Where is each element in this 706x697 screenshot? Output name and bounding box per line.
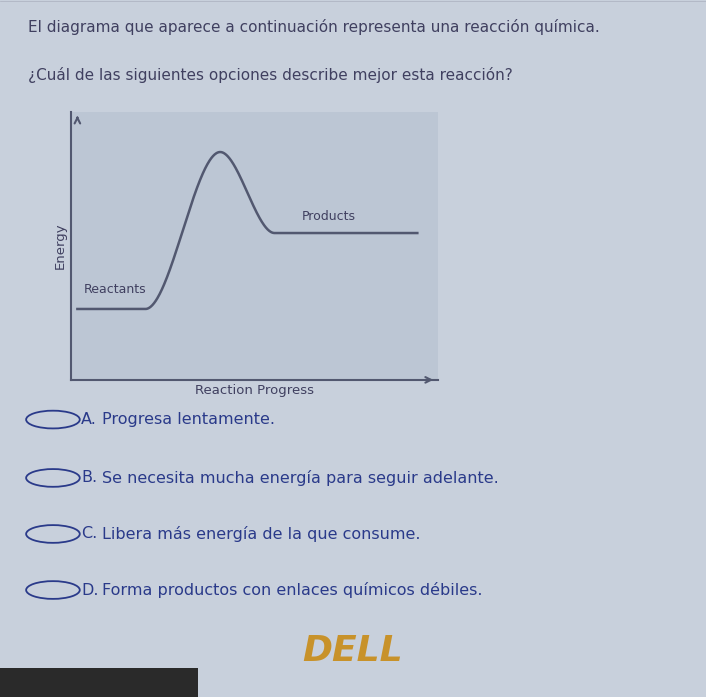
X-axis label: Reaction Progress: Reaction Progress [195,384,313,397]
Text: DELL: DELL [303,634,403,668]
Text: Products: Products [301,210,356,223]
Text: A.: A. [81,412,97,427]
Text: Forma productos con enlaces químicos débiles.: Forma productos con enlaces químicos déb… [102,582,483,598]
Text: ¿Cuál de las siguientes opciones describe mejor esta reacción?: ¿Cuál de las siguientes opciones describ… [28,67,513,83]
Text: Progresa lentamente.: Progresa lentamente. [102,412,275,427]
Text: Libera más energía de la que consume.: Libera más energía de la que consume. [102,526,421,542]
Bar [0,668,198,697]
Text: C.: C. [81,526,97,542]
Text: Se necesita mucha energía para seguir adelante.: Se necesita mucha energía para seguir ad… [102,470,499,486]
Text: Reactants: Reactants [84,283,147,296]
Text: B.: B. [81,470,97,485]
Y-axis label: Energy: Energy [54,222,66,269]
Text: D.: D. [81,583,99,597]
Text: El diagrama que aparece a continuación representa una reacción química.: El diagrama que aparece a continuación r… [28,20,600,36]
